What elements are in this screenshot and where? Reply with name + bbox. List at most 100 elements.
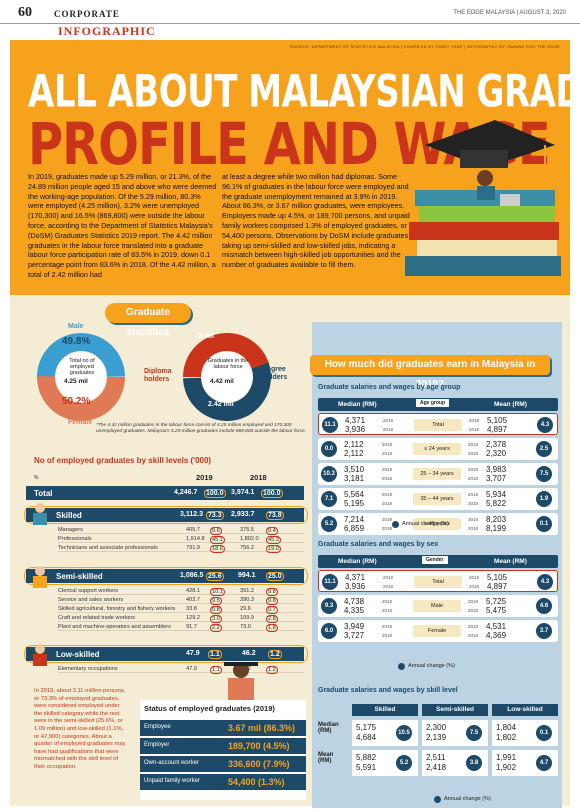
semi-outline <box>24 567 308 585</box>
year-label: 2018 <box>468 633 479 638</box>
degree-value: 2.42 mil <box>208 401 234 408</box>
median-2018: 4,335 <box>344 606 365 615</box>
status-row: Employer 189,700 (4.5%) <box>140 738 306 754</box>
year-label: 2018 <box>382 608 393 613</box>
year-label: 2019 <box>382 492 393 497</box>
wage-2019: 2,511 <box>426 753 446 762</box>
total-label: Total <box>34 489 53 498</box>
occupation-p18: 9.8 <box>266 588 278 596</box>
year-label: 2019 <box>468 467 479 472</box>
year-label: 2018 <box>468 476 479 481</box>
year-label: 2019 <box>469 575 480 580</box>
group-tag: 35 – 44 years <box>413 493 461 505</box>
skilled-label: Skilled <box>56 511 82 520</box>
mean-change-badge: 4.6 <box>536 598 552 614</box>
mean-change-badge: 4.3 <box>537 574 553 590</box>
status-label: Employee <box>144 724 171 730</box>
graduate-statistics-heading: Graduate statistics <box>105 303 191 338</box>
low-v19: 47.9 <box>186 650 200 657</box>
year-label: 2018 <box>468 526 479 531</box>
skill-col-header: Skilled <box>352 704 418 716</box>
occupation-p19: 10.1 <box>210 588 225 596</box>
occupation-p18: 1.8 <box>266 624 278 632</box>
group-tag: Female <box>413 625 461 637</box>
median-2018: 3,181 <box>344 474 365 483</box>
median-2019: 3,510 <box>344 465 365 474</box>
skilled-p19: 73.3 <box>206 511 224 520</box>
change-badge: 4.7 <box>536 755 552 771</box>
group-tag: ≥ 45 years <box>413 518 461 530</box>
gender-center-value: 4.25 mil <box>64 378 88 385</box>
female-label: Female <box>68 419 93 426</box>
median-change-badge: 10.3 <box>321 466 337 482</box>
legend-dot <box>434 796 441 803</box>
wage-2019: 2,300 <box>426 723 447 732</box>
diploma-value: 2 mil <box>198 333 214 340</box>
occupation-label: Craft and related trade workers <box>58 615 136 621</box>
wage-2018: 2,418 <box>426 763 447 772</box>
low-p18: 1.2 <box>268 650 282 659</box>
year-label: 2019 <box>382 624 393 629</box>
skill-legend: Annual change (%) <box>444 796 491 802</box>
skilled-v18: 2,933.7 <box>231 511 255 518</box>
skilled-worker-icon <box>33 503 47 525</box>
year-label: 2019 <box>468 492 479 497</box>
labour-force-donut <box>183 333 271 421</box>
mean-change-badge: 3.7 <box>536 623 552 639</box>
wage-row: 9.3 4,738 4,335 2019 2018 Male 2019 2018 5,725 5,… <box>318 595 558 617</box>
mean-change-badge: 4.3 <box>537 417 553 433</box>
mean-2019: 5,105 <box>487 573 508 582</box>
mean-2018: 5,822 <box>486 499 507 508</box>
occupation-p18: 9.4 <box>266 527 278 535</box>
group-tag: Total <box>414 576 462 588</box>
occupation-label: Elementary occupations <box>58 666 118 672</box>
occupation-label: Technicians and associate professionals <box>58 545 158 551</box>
occupation-label: Managers <box>58 527 83 533</box>
occupation-p19: 18.6 <box>210 545 225 553</box>
skill-subheading: Graduate salaries and wages by skill lev… <box>318 687 458 694</box>
legend-dot <box>398 663 405 670</box>
status-value: 54,400 (1.3%) <box>228 777 285 787</box>
mean-2018: 3,707 <box>486 474 507 483</box>
mean-2018: 4,369 <box>486 631 507 640</box>
wage-row: 0.0 2,112 2,112 2019 2018 ≤ 24 years 2019 2018 2… <box>318 438 558 460</box>
wage-2019: 5,882 <box>356 753 377 762</box>
occupation-v18: 756.2 <box>240 545 254 551</box>
hero-panel: SOURCE: DEPARTMENT OF STATISTICS MALAYSI… <box>10 40 580 295</box>
wage-2019: 5,175 <box>356 723 377 732</box>
mean-2019: 2,378 <box>486 440 507 449</box>
age-legend: Annual change (%) <box>402 521 449 527</box>
low-label: Low-skilled <box>56 650 100 659</box>
occupation-row: Service and sales workers 403.7 9.5 390.3 9.… <box>58 596 304 605</box>
occupation-label: Plant and machine-operators and assemble… <box>58 624 171 630</box>
occupation-label: Professionals <box>58 536 92 542</box>
page-number: 60 <box>18 5 32 20</box>
mean-2019: 3,983 <box>486 465 507 474</box>
occupation-p19: 1.1 <box>210 666 222 674</box>
wage-row: 6.0 3,949 3,727 2019 2018 Female 2019 2018 4,531… <box>318 620 558 642</box>
median-change-badge: 5.2 <box>321 516 337 532</box>
wage-row: 11.1 4,371 3,936 2019 2018 Total 2019 2018 5,105… <box>318 413 558 435</box>
status-row: Employee 3.67 mil (86.3%) <box>140 720 306 736</box>
wage-2018: 4,684 <box>356 733 377 742</box>
status-panel: Status of employed graduates (2019) Empl… <box>140 700 306 800</box>
year-label: 2019 <box>468 517 479 522</box>
median-change-badge: 9.3 <box>321 598 337 614</box>
semi-skilled-row: Semi-skilled 1,086.5 25.6 994.1 25.0 <box>26 569 304 583</box>
labour-center-value: 4.42 mil <box>210 378 234 385</box>
year-label: 2019 <box>383 418 394 423</box>
occupation-label: Skilled agricultural, forestry and fishe… <box>58 606 176 612</box>
occupation-p19: 9.5 <box>210 597 222 605</box>
year-label: 2018 <box>382 451 393 456</box>
median-change-badge: 0.0 <box>321 441 337 457</box>
skill-wage-cell: 1,804 1,802 0.1 <box>492 720 558 746</box>
occupation-row: Technicians and associate professionals 7… <box>58 544 304 553</box>
mean-change-badge: 2.5 <box>536 441 552 457</box>
mean-row-label: Mean (RM) <box>318 752 334 764</box>
median-2019: 4,371 <box>345 573 366 582</box>
occupation-p18: 45.3 <box>266 536 281 544</box>
occupation-row: Plant and machine-operators and assemble… <box>58 623 304 632</box>
graduate-illustration <box>405 120 561 276</box>
earnings-heading: How much did graduates earn in Malaysia … <box>310 355 550 390</box>
credits: SOURCE: DEPARTMENT OF STATISTICS MALAYSI… <box>289 44 560 49</box>
